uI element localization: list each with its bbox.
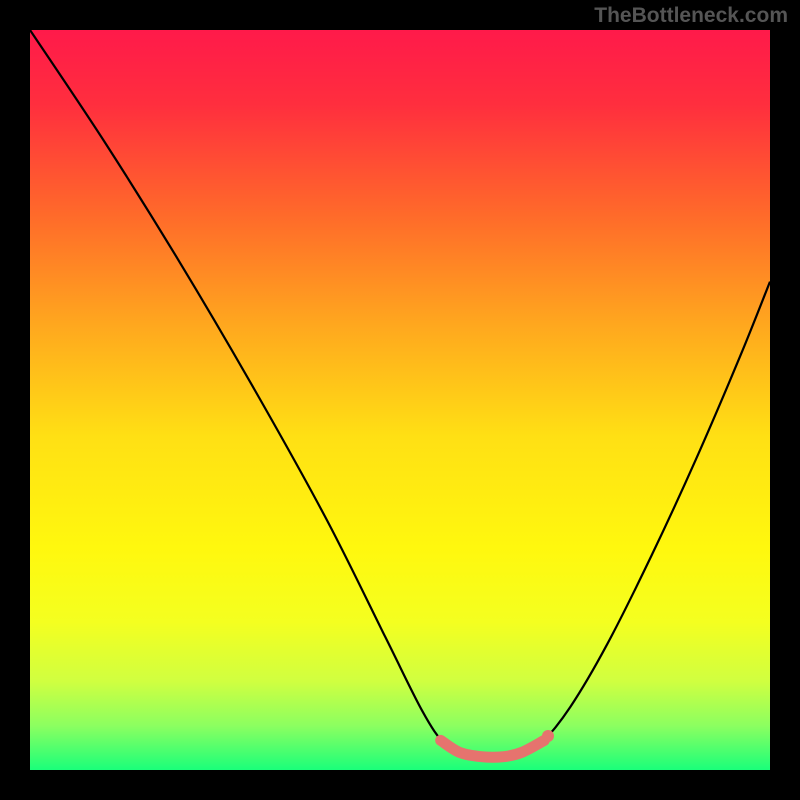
chart-svg [30, 30, 770, 770]
watermark-text: TheBottleneck.com [594, 4, 788, 28]
bottleneck-curve [30, 30, 770, 759]
valley-highlight [441, 740, 545, 757]
plot-area [30, 30, 770, 770]
valley-end-dot [542, 730, 554, 742]
